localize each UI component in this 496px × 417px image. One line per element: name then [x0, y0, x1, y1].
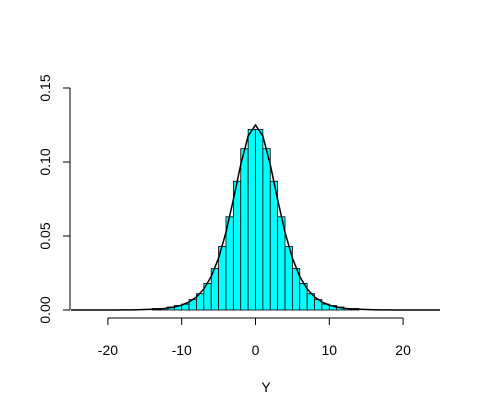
bar: [262, 148, 271, 311]
bar: [247, 129, 256, 311]
y-tick-label: 0.05: [37, 222, 53, 249]
y-tick-label: 0.15: [37, 74, 53, 101]
x-tick-label: -10: [172, 342, 192, 358]
density-curve: [71, 123, 440, 311]
x-axis-label: Y: [261, 379, 271, 395]
bar: [255, 129, 264, 311]
bar: [240, 148, 249, 311]
y-tick-label: 0.00: [37, 296, 53, 323]
x-tick-label: 0: [252, 342, 260, 358]
x-tick-label: -20: [98, 342, 118, 358]
bar: [269, 180, 279, 311]
y-tick-label: 0.10: [37, 148, 53, 175]
x-tick-label: 10: [322, 342, 338, 358]
x-tick-label: 20: [395, 342, 411, 358]
bar: [232, 180, 242, 311]
